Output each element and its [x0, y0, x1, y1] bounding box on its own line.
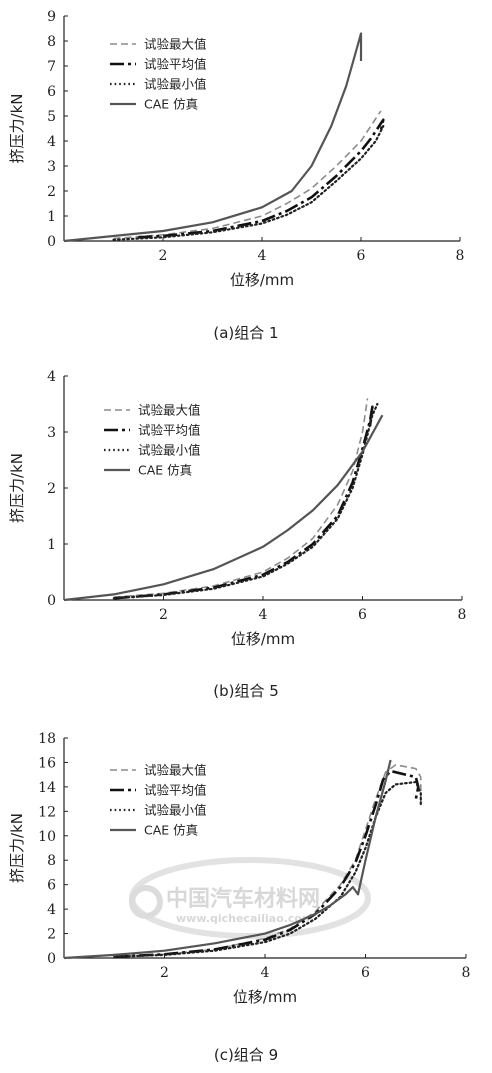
- y-tick-label: 4: [47, 369, 56, 385]
- legend-entry-2: 试验平均值: [138, 423, 201, 438]
- x-tick-label: 6: [361, 965, 370, 981]
- y-tick-label: 5: [47, 109, 56, 125]
- y-axis-label: 挤压力/kN: [8, 813, 26, 883]
- y-tick-label: 0: [47, 951, 56, 967]
- series-line-3: [113, 780, 422, 958]
- x-axis-label: 位移/mm: [231, 630, 295, 648]
- y-tick-label: 2: [47, 481, 56, 497]
- legend-entry-2: 试验平均值: [144, 783, 207, 798]
- series-line-2: [114, 769, 420, 959]
- legend-entry-3: 试验最小值: [144, 803, 207, 818]
- legend-entry-3: 试验最小值: [138, 443, 201, 458]
- y-tick-label: 6: [47, 84, 56, 100]
- chart-panel-c: 0 2 4 6 8 10 12 14 16 18 2 4 6 8 位移/mm 挤压力/kN 试验最大值试验平均值…: [8, 731, 470, 1006]
- series-line-1: [113, 110, 382, 240]
- watermark-ring-icon: [129, 885, 163, 919]
- x-tick-label: 4: [261, 965, 270, 981]
- x-tick-label: 8: [456, 248, 465, 264]
- y-tick-label: 0: [47, 593, 56, 609]
- caption-panel-b: (b)组合 5: [213, 682, 279, 700]
- series-line-4: [63, 32, 363, 243]
- series-line-4: [63, 759, 392, 960]
- legend-entry-4: CAE 仿真: [138, 463, 192, 478]
- legend-entry-2: 试验平均值: [144, 57, 207, 72]
- y-tick-label: 12: [38, 804, 56, 820]
- legend-entry-3: 试验最小值: [144, 77, 207, 92]
- caption-panel-a: (a)组合 1: [213, 324, 278, 342]
- legend-entry-4: CAE 仿真: [144, 97, 198, 112]
- watermark-url: www.qichecailiao.com: [176, 912, 313, 925]
- y-axis-label: 挤压力/kN: [8, 453, 26, 523]
- legend-entry-4: CAE 仿真: [144, 823, 198, 838]
- x-tick-label: 2: [160, 965, 169, 981]
- x-axis-label: 位移/mm: [230, 271, 294, 289]
- legend-entry-1: 试验最大值: [138, 403, 201, 418]
- y-tick-label: 9: [47, 9, 56, 25]
- legend-entry-1: 试验最大值: [144, 763, 207, 778]
- caption-panel-c: (c)组合 9: [214, 1046, 278, 1064]
- watermark-name: 中国汽车材料网: [166, 886, 320, 912]
- x-tick-label: 4: [259, 607, 268, 623]
- x-tick-label: 6: [358, 607, 367, 623]
- x-tick-label: 4: [258, 248, 267, 264]
- legend-entry-1: 试验最大值: [144, 37, 207, 52]
- y-tick-label: 4: [47, 902, 56, 918]
- x-tick-label: 6: [357, 248, 366, 264]
- y-tick-label: 0: [47, 234, 56, 250]
- series-line-3: [112, 402, 379, 600]
- series-line-2: [113, 405, 374, 600]
- x-tick-label: 8: [462, 965, 471, 981]
- series-line-2: [138, 118, 385, 239]
- y-tick-label: 18: [38, 731, 56, 747]
- series-line-4: [63, 414, 384, 602]
- y-tick-label: 8: [47, 34, 56, 50]
- x-tick-label: 2: [159, 248, 168, 264]
- y-tick-label: 16: [38, 755, 56, 771]
- y-tick-label: 1: [47, 209, 56, 225]
- watermark-logo: 中国汽车材料网 www.qichecailiao.com: [129, 857, 371, 939]
- y-tick-label: 6: [47, 878, 56, 894]
- series-line-1: [113, 398, 369, 598]
- y-tick-label: 3: [47, 425, 56, 441]
- y-tick-label: 10: [38, 829, 56, 845]
- chart-panel-a: 0 1 2 3 4 5 6 7 8 9 2 4 6 8 位移/mm 挤压力/kN 试验最大值试验平均值试验最小值…: [8, 9, 464, 289]
- y-tick-label: 8: [47, 853, 56, 869]
- x-axis-label: 位移/mm: [233, 988, 297, 1006]
- y-axis-label: 挤压力/kN: [8, 94, 26, 164]
- y-tick-label: 2: [47, 927, 56, 943]
- y-tick-label: 14: [38, 780, 56, 796]
- y-tick-label: 7: [47, 59, 56, 75]
- x-tick-label: 2: [159, 607, 168, 623]
- y-tick-label: 2: [47, 184, 56, 200]
- series-line-3: [112, 124, 385, 241]
- y-tick-label: 3: [47, 159, 56, 175]
- x-tick-label: 8: [458, 607, 467, 623]
- y-tick-label: 4: [47, 134, 56, 150]
- y-tick-label: 1: [47, 537, 56, 553]
